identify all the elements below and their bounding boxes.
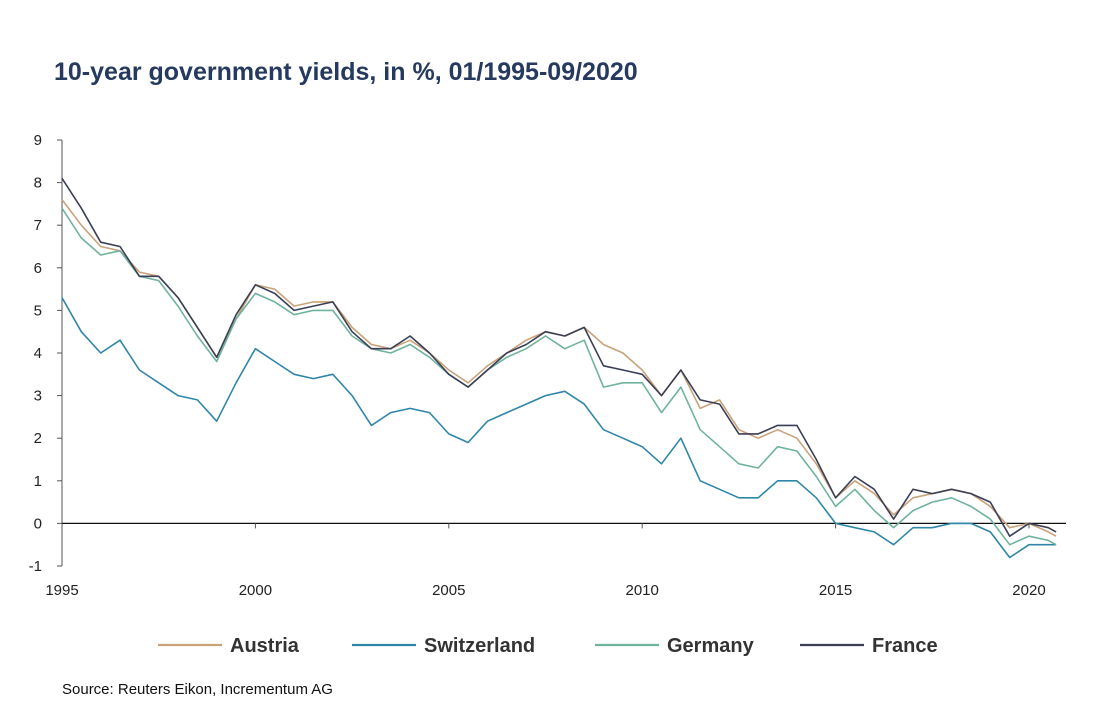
chart-source: Source: Reuters Eikon, Incrementum AG bbox=[62, 681, 333, 698]
y-tick-label: 2 bbox=[34, 430, 42, 447]
plot-area bbox=[61, 177, 1057, 559]
x-tick-label: 2010 bbox=[626, 582, 659, 599]
chart-title: 10-year government yields, in %, 01/1995… bbox=[54, 58, 638, 86]
legend-label-austria: Austria bbox=[230, 635, 300, 657]
y-tick-label: 6 bbox=[34, 260, 42, 277]
x-tick-label: 2020 bbox=[1012, 582, 1045, 599]
x-tick-label: 2005 bbox=[432, 582, 465, 599]
series-line-france bbox=[61, 177, 1057, 538]
y-tick-label: 9 bbox=[34, 132, 42, 149]
y-tick-label: 5 bbox=[34, 302, 42, 319]
chart-legend: Austria Switzerland Germany France bbox=[158, 635, 938, 657]
legend-label-germany: Germany bbox=[667, 635, 755, 657]
x-tick-label: 2015 bbox=[819, 582, 852, 599]
chart-axes: -1 0 1 2 3 4 5 6 7 8 9 1995 2000 2005 2010 2015 2020 bbox=[29, 132, 1066, 599]
y-tick-label: 4 bbox=[34, 345, 42, 362]
y-tick-label: 8 bbox=[34, 175, 42, 192]
legend-label-switzerland: Switzerland bbox=[424, 635, 535, 657]
y-tick-label: 3 bbox=[34, 388, 42, 405]
legend-label-france: France bbox=[872, 635, 938, 657]
series-line-germany bbox=[61, 207, 1057, 546]
y-tick-label: 1 bbox=[34, 473, 42, 490]
y-tick-label: -1 bbox=[29, 558, 42, 575]
series-line-austria bbox=[61, 199, 1057, 537]
x-tick-label: 1995 bbox=[45, 582, 78, 599]
series-line-switzerland bbox=[61, 297, 1057, 559]
y-tick-label: 0 bbox=[34, 515, 42, 532]
y-tick-label: 7 bbox=[34, 217, 42, 234]
x-tick-label: 2000 bbox=[239, 582, 272, 599]
